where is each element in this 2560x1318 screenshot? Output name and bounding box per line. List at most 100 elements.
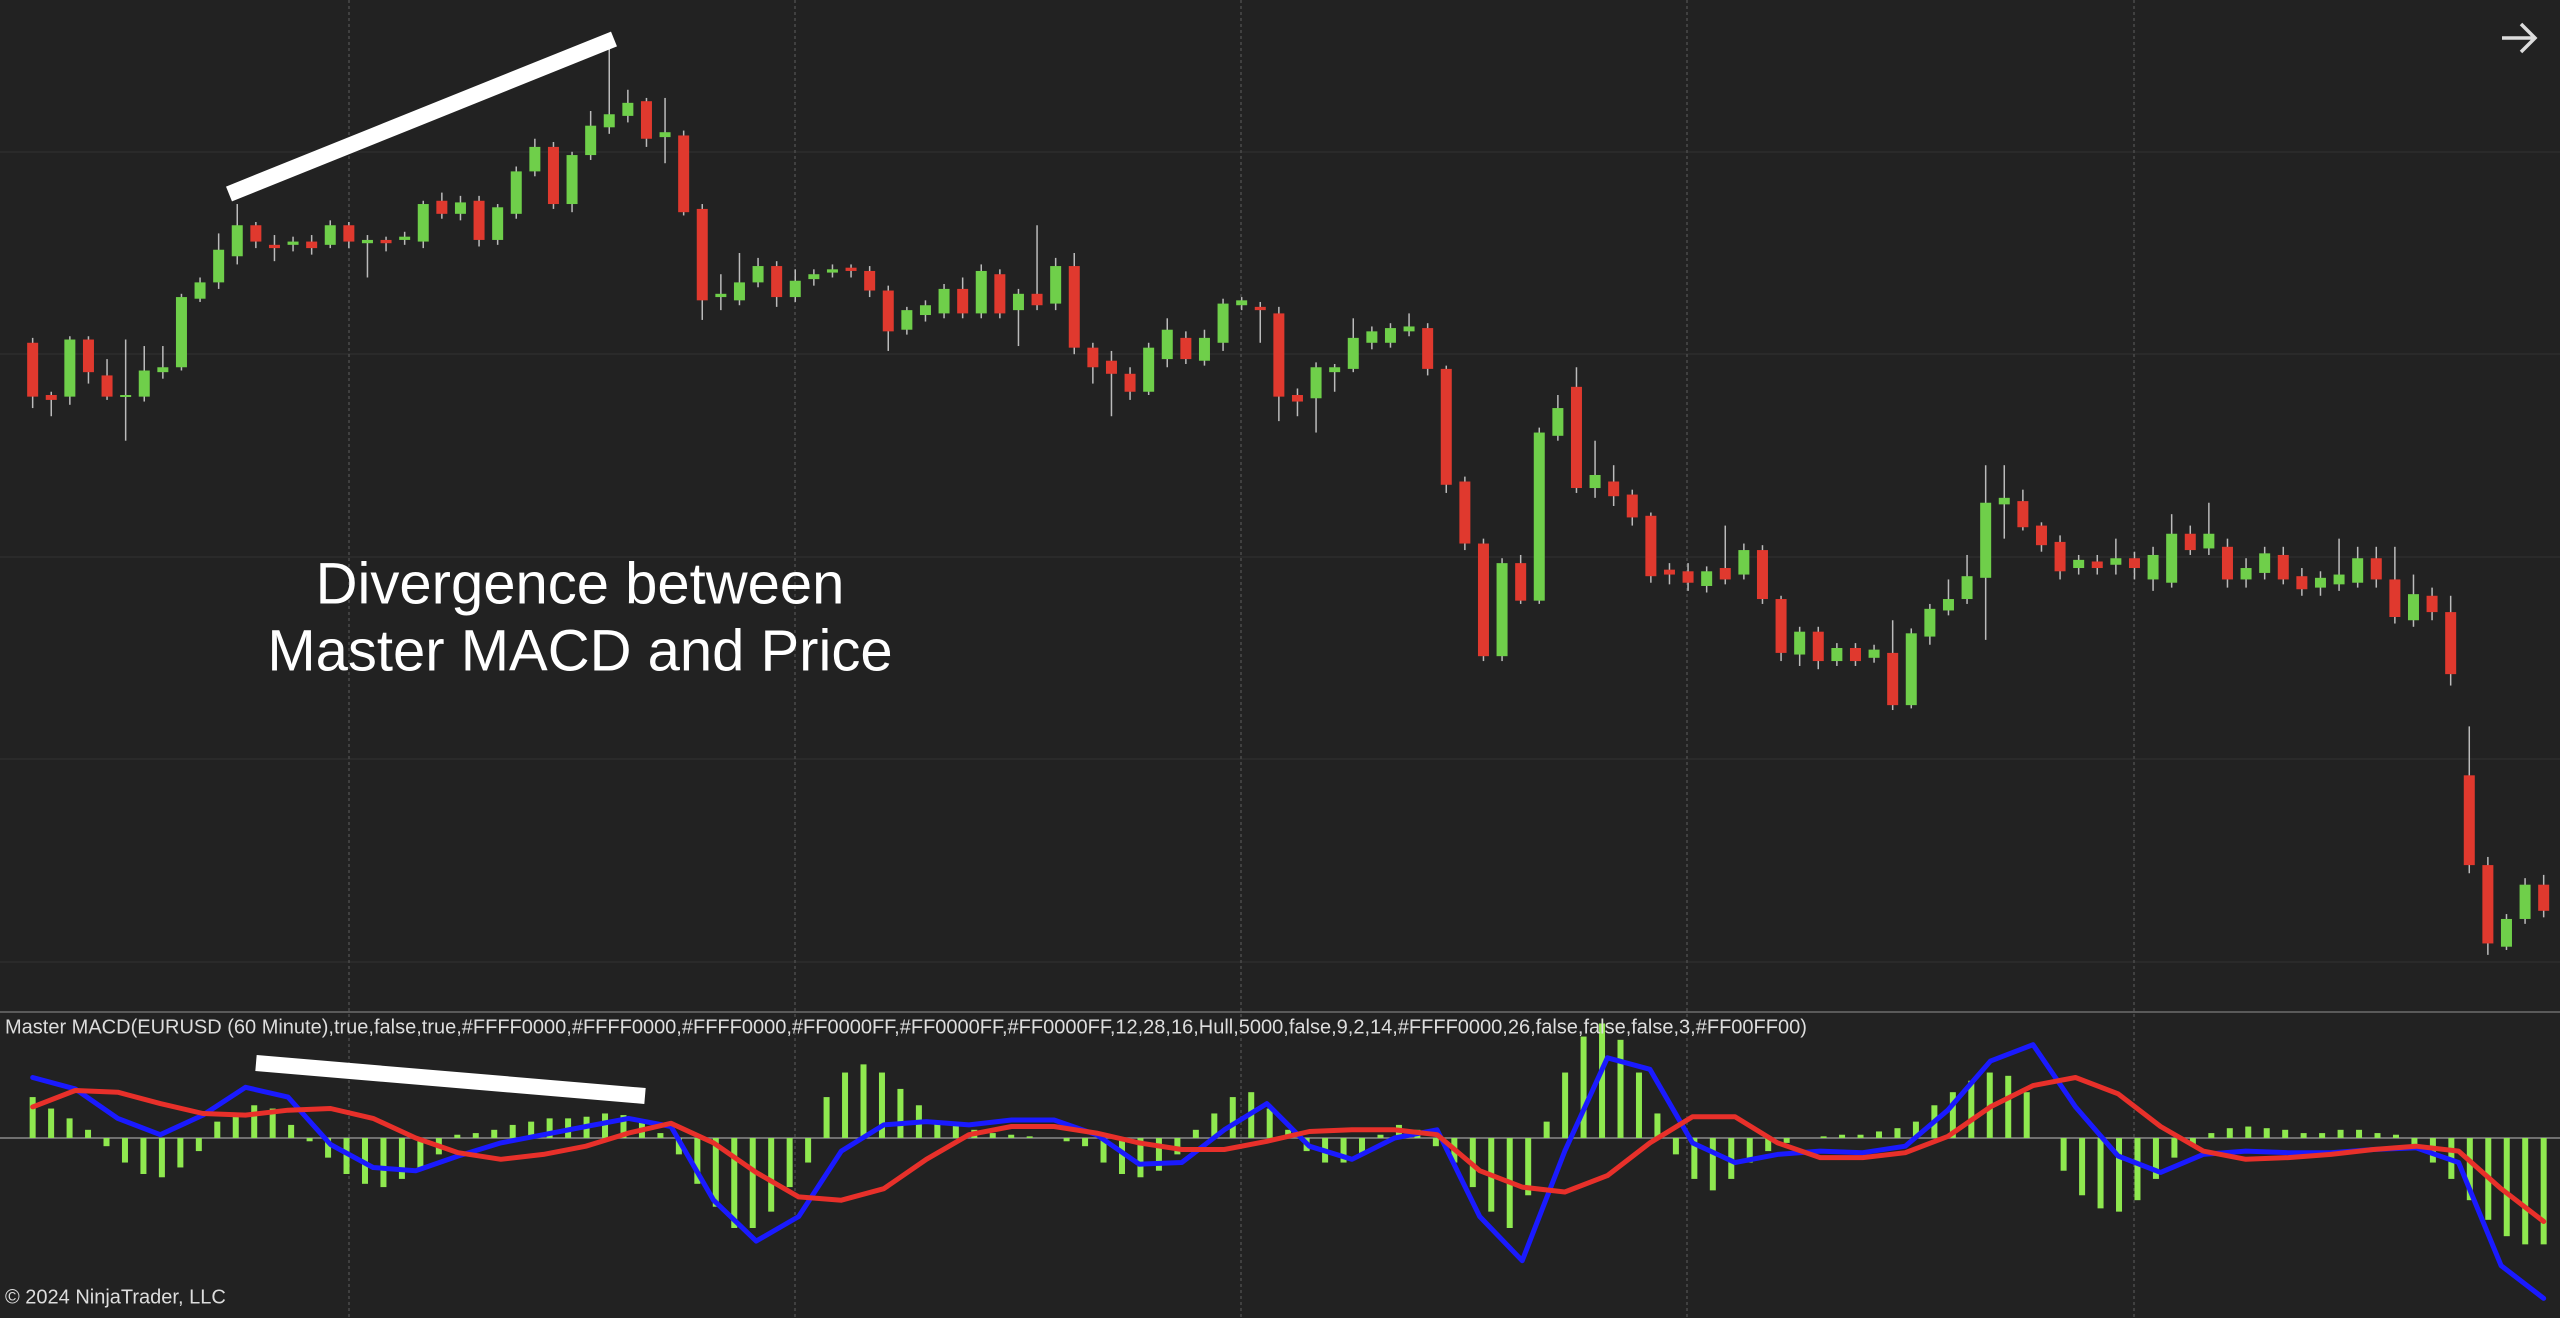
candle-body	[733, 282, 745, 301]
candle-body	[1105, 360, 1117, 374]
histogram-bar	[2356, 1129, 2363, 1138]
histogram-bar	[121, 1138, 128, 1163]
candle-body	[2091, 561, 2103, 569]
histogram-bar	[1820, 1136, 1827, 1138]
candle-body	[1701, 571, 1713, 586]
candle-body	[64, 339, 76, 397]
candle-body	[1198, 337, 1210, 361]
histogram-bar	[1229, 1097, 1236, 1138]
candle-body	[213, 249, 225, 283]
candle-body	[268, 244, 280, 249]
candle-body	[882, 290, 894, 332]
histogram-bar	[1617, 1039, 1624, 1138]
candle-body	[2333, 574, 2345, 585]
histogram-bar	[1912, 1121, 1919, 1138]
candle-body	[120, 395, 132, 398]
histogram-bar	[2116, 1138, 2123, 1212]
macd-line	[30, 1075, 2547, 1224]
histogram-bar	[1746, 1138, 1753, 1163]
histogram-bar	[1266, 1108, 1273, 1138]
annotation: Master MACD and Price	[267, 618, 892, 683]
candle-body	[436, 200, 448, 214]
histogram-bar	[1857, 1134, 1864, 1138]
histogram-bar	[2171, 1138, 2178, 1158]
histogram-bar	[897, 1088, 904, 1138]
histogram-bar	[1137, 1138, 1144, 1178]
candle-body	[2147, 554, 2159, 580]
candle-body	[2352, 558, 2364, 583]
candle-body	[454, 202, 466, 214]
histogram-bar	[1672, 1138, 1679, 1155]
histogram-bar	[528, 1121, 535, 1138]
histogram-bar	[2263, 1128, 2270, 1138]
histogram-bar	[343, 1138, 350, 1174]
candle-body	[138, 370, 150, 397]
histogram-bar	[2392, 1134, 2399, 1138]
histogram-bar	[602, 1113, 609, 1138]
candle-body	[380, 239, 392, 244]
candle-body	[864, 270, 876, 291]
histogram-bar	[2337, 1129, 2344, 1138]
marks	[0, 48, 2560, 1301]
divergence-line	[226, 31, 617, 202]
candle-body	[27, 342, 39, 397]
candle-body	[1403, 326, 1415, 332]
candle-body	[1533, 432, 1545, 601]
histogram-bar	[2245, 1126, 2252, 1138]
histogram-bar	[48, 1108, 55, 1138]
candle-body	[1980, 502, 1992, 578]
candle-body	[1756, 550, 1768, 600]
candle-body	[994, 274, 1006, 314]
candle-body	[1366, 331, 1378, 343]
histogram-bar	[2097, 1138, 2104, 1209]
histogram-bar	[1026, 1136, 1033, 1138]
histogram-bar	[2005, 1075, 2012, 1138]
candle-body	[1998, 497, 2010, 505]
histogram-bar	[2282, 1129, 2289, 1138]
candle-body	[101, 375, 113, 397]
histogram-bar	[85, 1129, 92, 1138]
histogram-bar	[2540, 1138, 2547, 1245]
histogram-bar	[2522, 1138, 2529, 1245]
candle-body	[1868, 649, 1880, 658]
histogram-bar	[158, 1138, 165, 1178]
candle-body	[919, 305, 931, 316]
candle-body	[808, 274, 820, 280]
candle-body	[1477, 543, 1489, 657]
candle-body	[1905, 633, 1917, 706]
histogram-bar	[786, 1138, 793, 1188]
candle-body	[529, 146, 541, 172]
candle-body	[975, 270, 987, 314]
histogram-bar	[1008, 1134, 1015, 1138]
candle-body	[2482, 865, 2494, 944]
candle-body	[1236, 300, 1248, 306]
indicator-label: Master MACD(EURUSD (60 Minute),true,fals…	[5, 1016, 1807, 1038]
candle-body	[157, 367, 169, 373]
histogram-bar	[2226, 1128, 2233, 1138]
candle-body	[1608, 481, 1620, 497]
candle-body	[82, 339, 94, 373]
histogram-bar	[1562, 1072, 1569, 1138]
histogram-bar	[214, 1121, 221, 1138]
candle-body	[1384, 328, 1396, 343]
annotation: Divergence between	[316, 551, 845, 616]
histogram-bar	[731, 1138, 738, 1228]
histogram-bar	[2023, 1092, 2030, 1138]
histogram-bar	[306, 1138, 313, 1142]
histogram-bar	[675, 1138, 682, 1155]
candle-body	[547, 146, 559, 205]
histogram-bar	[1211, 1113, 1218, 1138]
histogram-bar	[2208, 1133, 2215, 1138]
histogram-bar	[2060, 1138, 2067, 1171]
histogram-bar	[1174, 1138, 1181, 1155]
candle-body	[1087, 347, 1099, 368]
candle-body	[1831, 648, 1843, 662]
candle-body	[1775, 599, 1787, 653]
candle-body	[2500, 918, 2512, 947]
candle-body	[715, 293, 727, 298]
candle-body	[1310, 367, 1322, 399]
histogram-bar	[2300, 1133, 2307, 1138]
arrow-icon[interactable]	[2502, 22, 2538, 54]
